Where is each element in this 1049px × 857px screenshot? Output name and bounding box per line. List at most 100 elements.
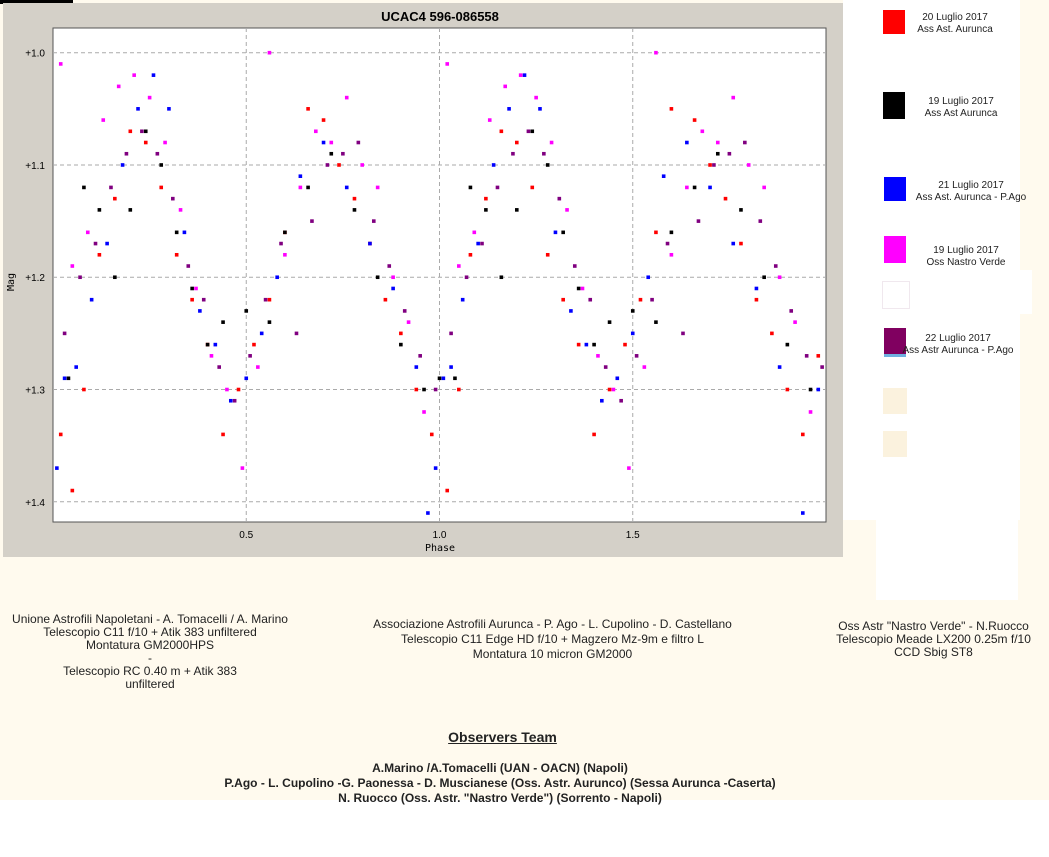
data-point xyxy=(178,208,183,212)
data-point xyxy=(762,185,766,190)
x-axis-ticks: 0.5 1.0 1.5 xyxy=(239,530,640,541)
data-point xyxy=(82,387,86,392)
data-point xyxy=(808,387,813,392)
data-point xyxy=(375,185,380,190)
data-point xyxy=(151,73,156,77)
data-point xyxy=(105,241,109,246)
data-point xyxy=(808,410,813,414)
data-point xyxy=(190,297,194,302)
data-point xyxy=(565,208,569,212)
data-point xyxy=(414,365,419,369)
data-point xyxy=(457,387,461,392)
data-point xyxy=(607,387,612,392)
data-point xyxy=(368,241,372,246)
legend-line: Oss Nastro Verde xyxy=(926,257,1006,268)
data-point xyxy=(503,84,508,89)
data-point xyxy=(279,241,283,246)
data-point xyxy=(545,252,550,257)
data-point xyxy=(399,331,403,336)
data-point xyxy=(770,331,774,336)
data-point xyxy=(244,309,249,313)
data-point xyxy=(793,320,797,324)
legend-background xyxy=(843,0,1020,520)
data-point xyxy=(321,140,326,145)
data-point xyxy=(743,140,747,145)
data-point xyxy=(267,50,272,55)
data-point xyxy=(209,354,214,358)
data-points xyxy=(55,50,824,515)
data-point xyxy=(85,230,90,235)
blank-box xyxy=(876,520,1018,600)
data-point xyxy=(128,129,133,134)
data-point xyxy=(615,376,620,381)
data-point xyxy=(545,163,550,167)
data-point xyxy=(101,118,106,122)
data-point xyxy=(55,466,59,470)
data-point xyxy=(352,196,357,201)
data-point xyxy=(468,185,473,190)
legend-line: Ass Ast. Aurunca xyxy=(917,24,993,35)
data-point xyxy=(78,275,82,280)
legend-swatch-empty xyxy=(882,281,910,309)
data-point xyxy=(375,275,380,280)
data-point xyxy=(213,342,218,347)
data-point xyxy=(801,511,805,515)
data-point xyxy=(171,196,175,201)
data-point xyxy=(580,286,585,291)
data-point xyxy=(267,297,272,302)
y-axis-ticks: +1.0 +1.1 +1.2 +1.3 +1.4 xyxy=(25,49,45,509)
data-point xyxy=(132,73,136,77)
data-point xyxy=(58,62,63,66)
data-point xyxy=(422,387,426,392)
data-point xyxy=(298,185,303,190)
data-point xyxy=(603,365,608,369)
data-point xyxy=(113,196,117,201)
info-line: Telescopio C11 f/10 + Atik 383 unfiltere… xyxy=(43,625,257,639)
data-point xyxy=(66,376,71,381)
data-point xyxy=(267,320,272,324)
data-point xyxy=(627,466,631,470)
data-point xyxy=(128,208,133,212)
data-point xyxy=(773,264,778,268)
data-point xyxy=(457,264,461,268)
y-tick-label: +1.0 xyxy=(25,49,45,60)
data-point xyxy=(74,365,78,369)
legend-line: Ass Ast Aurunca xyxy=(924,108,998,119)
legend-blank-box xyxy=(1000,270,1032,314)
data-point xyxy=(414,387,419,392)
legend-line: Ass Astr Aurunca - P.Ago xyxy=(902,345,1014,356)
data-point xyxy=(228,398,233,403)
data-point xyxy=(422,410,426,414)
data-point xyxy=(306,185,310,190)
data-point xyxy=(487,118,492,122)
info-line: Montatura GM2000HPS xyxy=(85,638,215,652)
chart-title: UCAC4 596-086558 xyxy=(381,9,499,24)
data-point xyxy=(654,50,658,55)
x-tick-label: 0.5 xyxy=(239,530,253,541)
data-point xyxy=(337,163,341,167)
data-point xyxy=(654,320,658,324)
data-point xyxy=(198,309,202,313)
data-point xyxy=(623,342,627,347)
data-point xyxy=(116,84,121,89)
data-point xyxy=(221,320,225,324)
data-point xyxy=(205,342,210,347)
data-point xyxy=(89,297,94,302)
data-point xyxy=(147,95,152,100)
data-point xyxy=(182,230,187,235)
data-point xyxy=(669,107,674,111)
data-point xyxy=(62,376,67,381)
data-point xyxy=(468,252,473,257)
data-point xyxy=(306,107,310,111)
data-point xyxy=(97,208,102,212)
data-point xyxy=(654,230,658,235)
info-line: - xyxy=(148,651,152,665)
data-point xyxy=(194,286,198,291)
data-point xyxy=(592,432,596,437)
data-point xyxy=(638,297,643,302)
data-point xyxy=(731,95,736,100)
legend-line: 19 Luglio 2017 xyxy=(933,245,999,256)
data-point xyxy=(758,219,763,223)
data-point xyxy=(155,151,160,156)
data-point xyxy=(402,309,407,313)
